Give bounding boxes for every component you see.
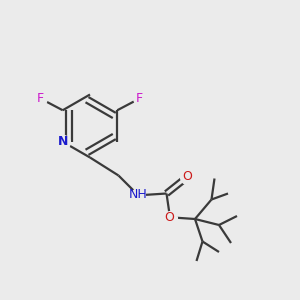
Text: NH: NH [129, 188, 147, 202]
Text: F: F [136, 92, 143, 105]
Text: O: O [182, 170, 192, 184]
Text: O: O [165, 211, 174, 224]
Text: N: N [58, 135, 68, 148]
Text: F: F [37, 92, 44, 105]
